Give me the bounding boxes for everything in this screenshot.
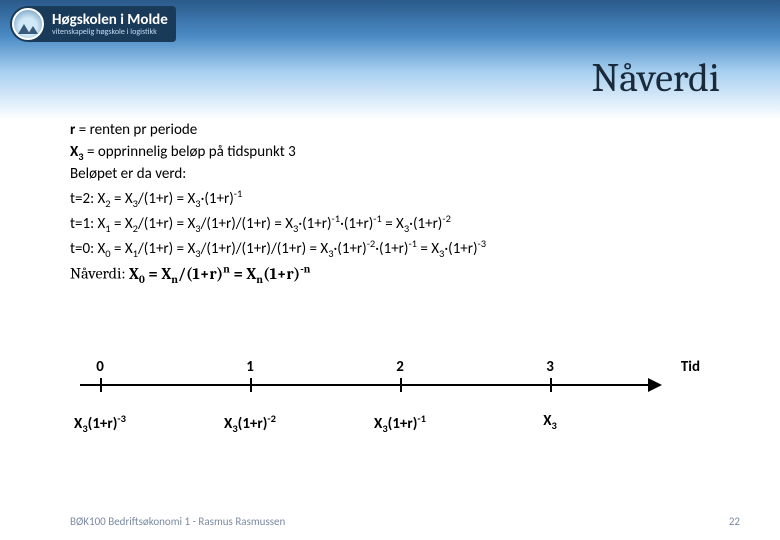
line-4: t=2: X2 = X3/(1+r) = X3·(1+r)-1 xyxy=(70,186,710,211)
timeline-value-label: X3(1+r)-3 xyxy=(74,412,126,435)
footer-left: BØK100 Bedriftsøkonomi 1 - Rasmus Rasmus… xyxy=(70,515,285,528)
timeline-diagram: Tid 0X3(1+r)-31X3(1+r)-22X3(1+r)-13X3 xyxy=(80,370,690,400)
timeline-tick-label: 0 xyxy=(96,358,104,376)
line-3: Beløpet er da verd: xyxy=(70,164,710,186)
line-2: X3 = opprinnelig beløp på tidspunkt 3 xyxy=(70,142,710,164)
line-5: t=1: X1 = X2/(1+r) = X3/(1+r)/(1+r) = X3… xyxy=(70,211,710,236)
formula-summary: Nåverdi: X0 = Xn/(1+r)n = Xn(1+r)-n xyxy=(70,261,710,288)
slide-body: r = renten pr periode X3 = opprinnelig b… xyxy=(0,120,780,288)
logo-main-text: Høgskolen i Molde xyxy=(52,13,168,28)
timeline-value-label: X3(1+r)-2 xyxy=(224,412,276,435)
timeline-tick xyxy=(250,378,252,392)
line-6: t=0: X0 = X1/(1+r) = X3/(1+r)/(1+r)/(1+r… xyxy=(70,236,710,261)
timeline-value-label: X3(1+r)-1 xyxy=(374,412,426,435)
timeline-tick xyxy=(400,378,402,392)
logo-icon xyxy=(12,8,44,40)
timeline-tick-label: 2 xyxy=(396,358,404,376)
slide-footer: BØK100 Bedriftsøkonomi 1 - Rasmus Rasmus… xyxy=(70,515,740,528)
timeline-axis-label: Tid xyxy=(681,358,700,376)
logo-sub-text: vitenskapelig høgskole i logistikk xyxy=(52,28,168,36)
institution-logo: Høgskolen i Molde vitenskapelig høgskole… xyxy=(10,6,176,42)
timeline-axis-line xyxy=(80,384,650,386)
timeline-tick-label: 1 xyxy=(246,358,254,376)
timeline-tick-label: 3 xyxy=(546,358,554,376)
timeline-tick xyxy=(550,378,552,392)
page-number: 22 xyxy=(729,515,740,528)
line-1: r = renten pr periode xyxy=(70,120,710,142)
timeline-value-label: X3 xyxy=(543,412,557,432)
timeline-tick xyxy=(100,378,102,392)
slide-title: Nåverdi xyxy=(592,55,720,101)
slide-header: Høgskolen i Molde vitenskapelig høgskole… xyxy=(0,0,780,120)
arrow-icon xyxy=(648,378,662,392)
